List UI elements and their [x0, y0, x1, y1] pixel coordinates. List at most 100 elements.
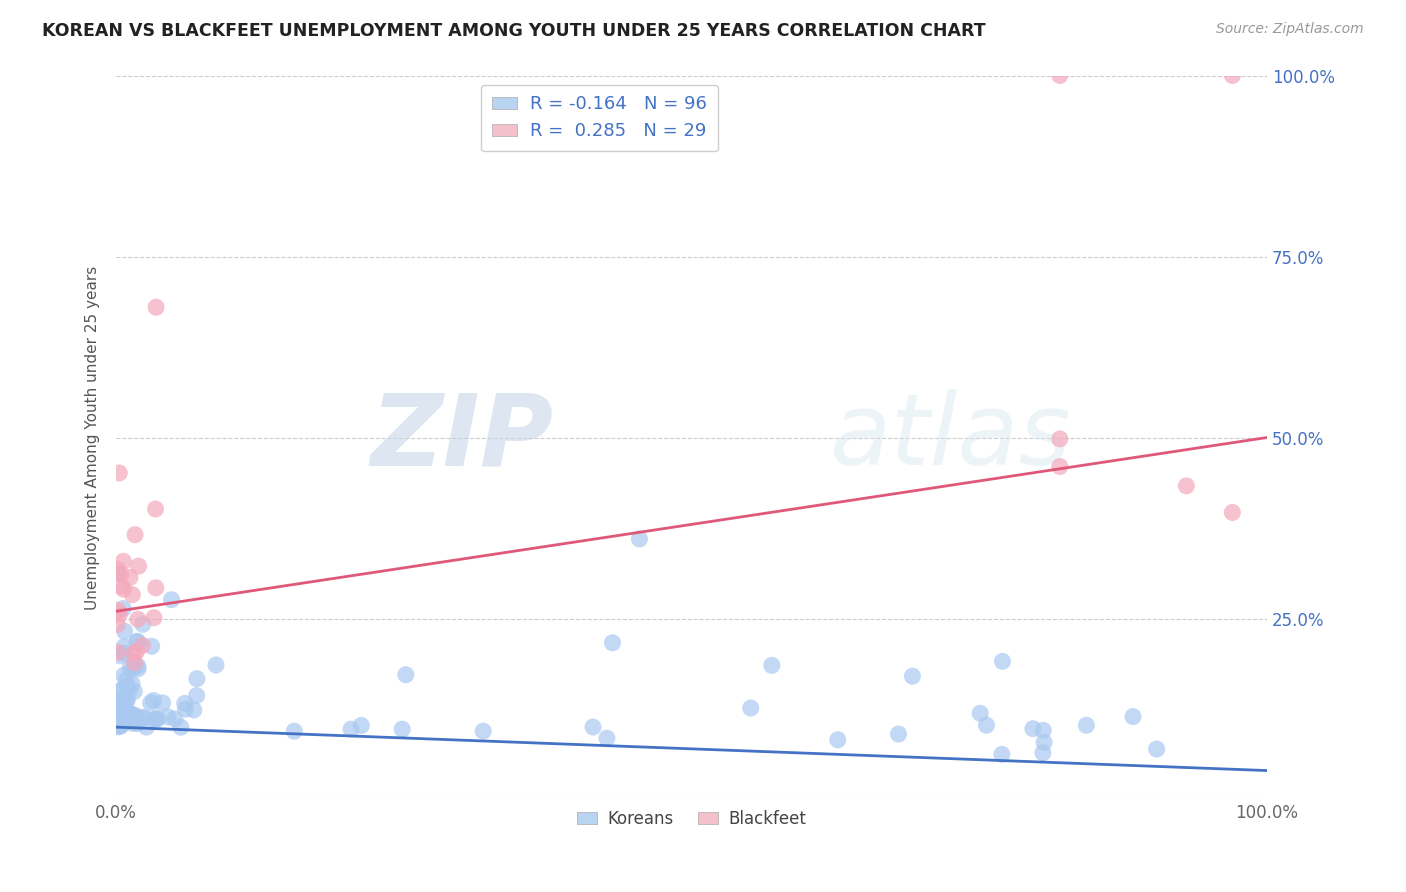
Point	[110, 706, 132, 721]
Text: KOREAN VS BLACKFEET UNEMPLOYMENT AMONG YOUTH UNDER 25 YEARS CORRELATION CHART: KOREAN VS BLACKFEET UNEMPLOYMENT AMONG Y…	[42, 22, 986, 40]
Point	[107, 706, 129, 720]
Point	[283, 724, 305, 739]
Point	[118, 706, 141, 721]
Point	[129, 710, 152, 724]
Point	[114, 696, 136, 710]
Point	[112, 582, 135, 597]
Point	[135, 720, 157, 734]
Point	[131, 639, 153, 653]
Point	[124, 656, 146, 670]
Point	[112, 704, 135, 718]
Text: ZIP: ZIP	[371, 389, 554, 486]
Point	[107, 714, 129, 729]
Point	[107, 645, 129, 659]
Point	[112, 668, 135, 682]
Point	[127, 634, 149, 648]
Point	[114, 624, 136, 639]
Point	[139, 696, 162, 710]
Point	[122, 716, 145, 731]
Point	[186, 689, 208, 703]
Point	[145, 300, 167, 314]
Point	[395, 667, 418, 681]
Point	[170, 720, 193, 734]
Point	[1032, 746, 1054, 760]
Point	[110, 696, 132, 710]
Point	[118, 684, 141, 698]
Point	[127, 659, 149, 673]
Point	[110, 579, 132, 593]
Point	[107, 566, 129, 581]
Point	[108, 684, 131, 698]
Point	[107, 716, 129, 731]
Point	[991, 747, 1014, 762]
Point	[163, 712, 186, 726]
Point	[152, 696, 174, 710]
Point	[740, 701, 762, 715]
Point	[1033, 735, 1056, 749]
Point	[115, 692, 138, 706]
Point	[112, 640, 135, 654]
Point	[1122, 709, 1144, 723]
Point	[1222, 69, 1244, 83]
Point	[157, 710, 180, 724]
Point	[143, 712, 166, 726]
Point	[108, 694, 131, 708]
Point	[350, 718, 373, 732]
Point	[186, 672, 208, 686]
Legend: Koreans, Blackfeet: Koreans, Blackfeet	[571, 804, 813, 835]
Point	[124, 708, 146, 723]
Point	[141, 640, 163, 654]
Point	[107, 603, 129, 617]
Point	[991, 654, 1014, 668]
Point	[107, 701, 129, 715]
Point	[901, 669, 924, 683]
Point	[122, 707, 145, 722]
Point	[127, 634, 149, 648]
Point	[110, 707, 132, 722]
Point	[1175, 479, 1198, 493]
Point	[127, 662, 149, 676]
Point	[128, 559, 150, 574]
Point	[108, 683, 131, 698]
Point	[160, 592, 183, 607]
Point	[142, 611, 165, 625]
Point	[1032, 723, 1054, 738]
Point	[125, 644, 148, 658]
Point	[110, 719, 132, 733]
Point	[121, 588, 143, 602]
Point	[115, 673, 138, 688]
Point	[134, 711, 156, 725]
Point	[120, 661, 142, 675]
Point	[174, 702, 197, 716]
Point	[887, 727, 910, 741]
Point	[108, 607, 131, 622]
Point	[1049, 432, 1071, 446]
Point	[976, 718, 998, 732]
Point	[107, 700, 129, 714]
Point	[111, 717, 134, 731]
Point	[183, 703, 205, 717]
Point	[122, 661, 145, 675]
Point	[110, 714, 132, 728]
Point	[117, 680, 139, 694]
Point	[340, 722, 363, 736]
Point	[761, 658, 783, 673]
Point	[108, 466, 131, 480]
Point	[110, 648, 132, 663]
Y-axis label: Unemployment Among Youth under 25 years: Unemployment Among Youth under 25 years	[86, 266, 100, 609]
Point	[124, 527, 146, 541]
Point	[127, 612, 149, 626]
Point	[596, 731, 619, 746]
Point	[107, 704, 129, 718]
Point	[146, 712, 169, 726]
Point	[125, 711, 148, 725]
Point	[628, 532, 651, 546]
Point	[145, 581, 167, 595]
Point	[108, 719, 131, 733]
Point	[112, 646, 135, 660]
Point	[1049, 459, 1071, 474]
Point	[1146, 742, 1168, 756]
Point	[1222, 506, 1244, 520]
Point	[122, 647, 145, 661]
Point	[391, 722, 413, 736]
